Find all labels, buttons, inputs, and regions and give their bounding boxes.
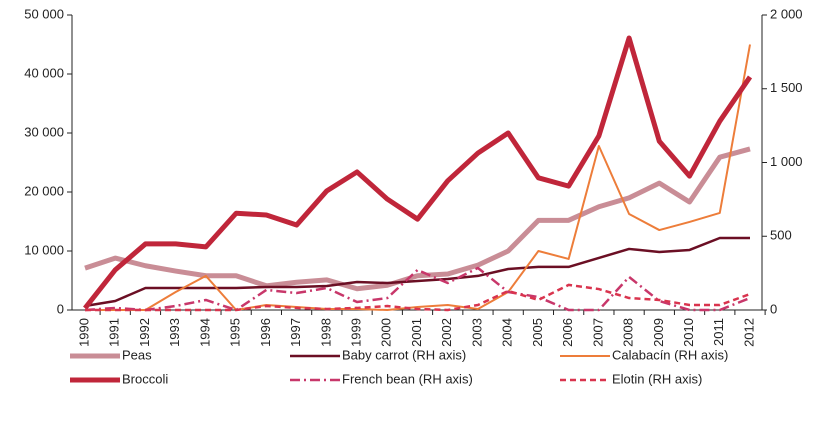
- y-tick-label: 10 000: [24, 242, 64, 257]
- legend-label: Elotin (RH axis): [612, 371, 702, 386]
- y-tick-label: 0: [57, 301, 64, 316]
- x-tick-label: 2005: [530, 318, 545, 347]
- series-line: [83, 35, 753, 310]
- x-tick-label: 2011: [711, 318, 726, 346]
- y-tick-label: 30 000: [24, 124, 64, 139]
- x-tick-label: 1993: [167, 318, 182, 347]
- x-tick-label: 2009: [651, 318, 666, 347]
- x-tick-label: 1990: [76, 318, 91, 347]
- x-tick-label: 1997: [288, 318, 303, 347]
- x-tick-label: 2010: [681, 318, 696, 347]
- x-tick-label: 2000: [379, 318, 394, 347]
- y2-tick-label: 0: [770, 301, 777, 316]
- x-tick-label: 2012: [741, 318, 756, 347]
- x-tick-label: 1999: [348, 318, 363, 347]
- x-tick-label: 1994: [197, 318, 212, 347]
- x-tick-label: 2002: [439, 318, 454, 347]
- y-tick-label: 40 000: [24, 65, 64, 80]
- x-tick-label: 1998: [318, 318, 333, 347]
- x-tick-label: 2008: [621, 318, 636, 347]
- legend-label: Calabacín (RH axis): [612, 347, 728, 362]
- x-tick-label: 1996: [258, 318, 273, 347]
- y2-tick-label: 1 000: [770, 154, 803, 169]
- legend-label: Peas: [122, 347, 152, 362]
- x-tick-label: 1995: [228, 318, 243, 347]
- series-line: [85, 283, 751, 312]
- x-tick-label: 2004: [500, 318, 515, 347]
- y2-tick-label: 2 000: [770, 6, 803, 21]
- x-tick-label: 2007: [590, 318, 605, 347]
- y2-tick-label: 1 500: [770, 80, 803, 95]
- series-line: [85, 44, 751, 311]
- x-tick-label: 2003: [469, 318, 484, 347]
- y-tick-label: 50 000: [24, 6, 64, 21]
- y-tick-label: 20 000: [24, 183, 64, 198]
- y2-tick-label: 500: [770, 228, 792, 243]
- legend-label: Baby carrot (RH axis): [342, 347, 466, 362]
- legend-label: Broccoli: [122, 371, 168, 386]
- x-tick-label: 2001: [409, 318, 424, 347]
- x-tick-label: 2006: [560, 318, 575, 347]
- x-tick-label: 1992: [137, 318, 152, 347]
- series-line: [84, 236, 750, 308]
- legend-label: French bean (RH axis): [342, 371, 473, 386]
- x-tick-label: 1991: [107, 318, 122, 347]
- series-line: [84, 146, 751, 292]
